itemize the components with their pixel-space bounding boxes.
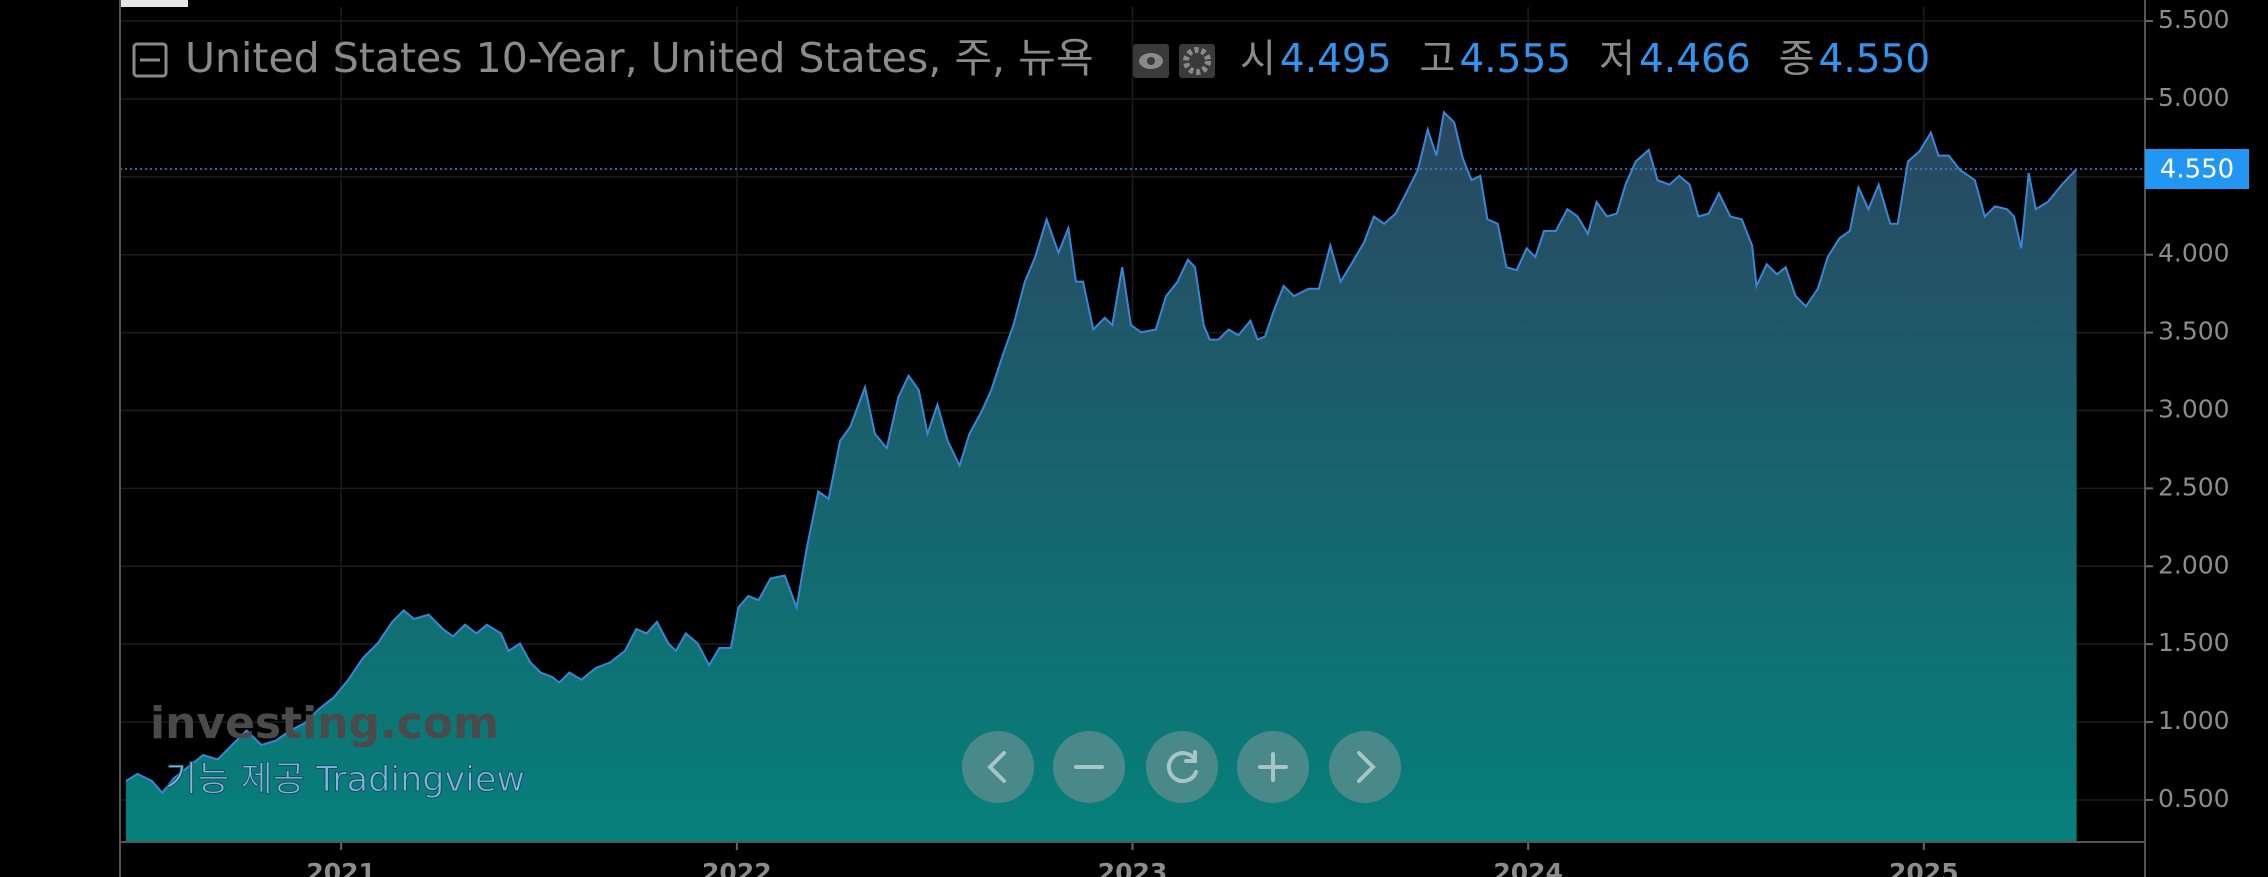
zoom-out-button[interactable]: [1053, 731, 1125, 803]
y-tick-label: 4.000: [2158, 239, 2230, 268]
y-tick-label: 3.500: [2158, 317, 2230, 346]
ohlc-value: 4.495: [1280, 37, 1392, 82]
x-tick-label: 2025: [1889, 858, 1959, 877]
ohlc-value: 4.466: [1639, 37, 1751, 82]
y-tick-label: 5.500: [2158, 5, 2230, 34]
y-tick-label: 5.000: [2158, 83, 2230, 112]
scroll-right-button[interactable]: [1329, 731, 1401, 803]
x-tick-label: 2021: [306, 858, 376, 877]
chart-title: United States 10-Year, United States, 주,…: [185, 34, 1094, 82]
ohlc-value: 4.550: [1819, 37, 1931, 82]
scroll-left-button[interactable]: [962, 731, 1034, 803]
last-price-tag: [2145, 149, 2249, 190]
axes: 0.500 1.000 1.500 2.000 2.500 3.000 3.500 4.000…: [119, 0, 2249, 877]
line: [125, 110, 2078, 795]
collapse-icon[interactable]: [132, 42, 168, 78]
last-price-label: 4.550: [2160, 155, 2234, 185]
y-tick-label: 2.000: [2158, 550, 2230, 579]
zoom-in-button[interactable]: [1237, 731, 1309, 803]
y-tick-label: 1.500: [2158, 628, 2230, 657]
eye-icon-pupil: [1147, 57, 1155, 65]
x-tick-label: 2024: [1493, 858, 1563, 877]
ohlc-label: 고: [1420, 37, 1456, 82]
ohlc-value: 4.555: [1459, 37, 1571, 82]
ohlc-readout: 시 4.495 고 4.555 저 4.466 종 4.550: [1240, 37, 1930, 82]
watermark-credit: 기능 제공 Tradingview: [165, 760, 525, 800]
plot: [120, 110, 2145, 843]
y-tick-label: 1.000: [2158, 706, 2230, 735]
ohlc-label: 종: [1779, 37, 1815, 82]
ohlc-label: 저: [1599, 37, 1635, 82]
settings-icon-shape: [1183, 47, 1211, 75]
x-tick-label: 2022: [702, 858, 772, 877]
y-tick-label: 2.500: [2158, 472, 2230, 501]
y-tick-label: 3.000: [2158, 394, 2230, 423]
area-fill: [125, 112, 2077, 843]
x-tick-label: 2023: [1098, 858, 1168, 877]
corner-tab: [120, 0, 188, 7]
watermark-logo: investing.com: [150, 698, 499, 749]
reset-button[interactable]: [1146, 731, 1218, 803]
y-tick-label: 0.500: [2158, 784, 2230, 813]
ohlc-label: 시: [1240, 37, 1276, 82]
